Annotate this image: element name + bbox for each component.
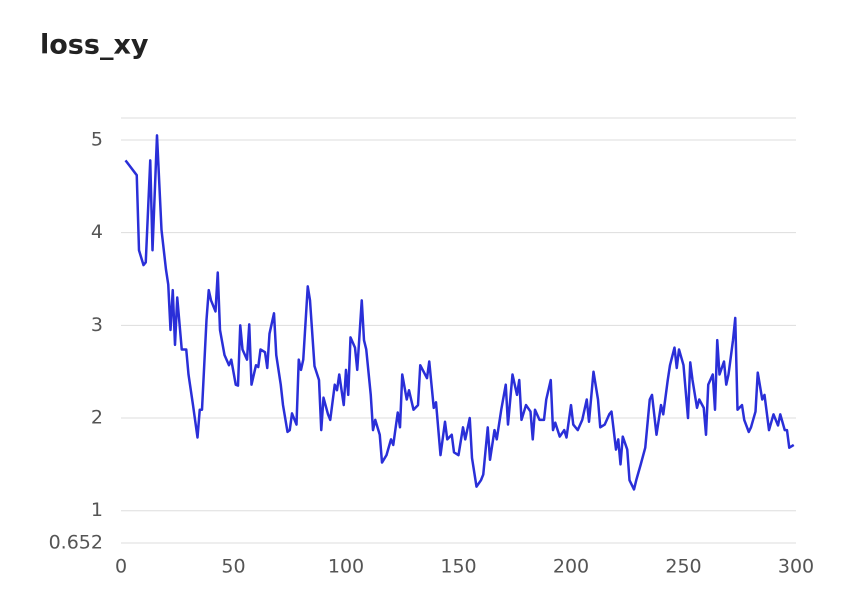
y-tick-label: 5 [91,128,103,150]
x-tick-label: 250 [665,556,701,578]
x-tick-label: 300 [778,556,814,578]
x-tick-label: 50 [221,556,245,578]
x-tick-label: 0 [115,556,127,578]
y-tick-label: 4 [91,221,103,243]
y-tick-label: 2 [91,407,103,429]
y-tick-label: 1 [91,499,103,521]
x-tick-label: 150 [440,556,476,578]
y-tick-label: 3 [91,314,103,336]
x-tick-label: 200 [553,556,589,578]
chart-title: loss_xy [40,30,149,61]
y-tick-label: 0.652 [49,532,103,554]
x-tick-label: 100 [328,556,364,578]
line-series [124,134,795,491]
